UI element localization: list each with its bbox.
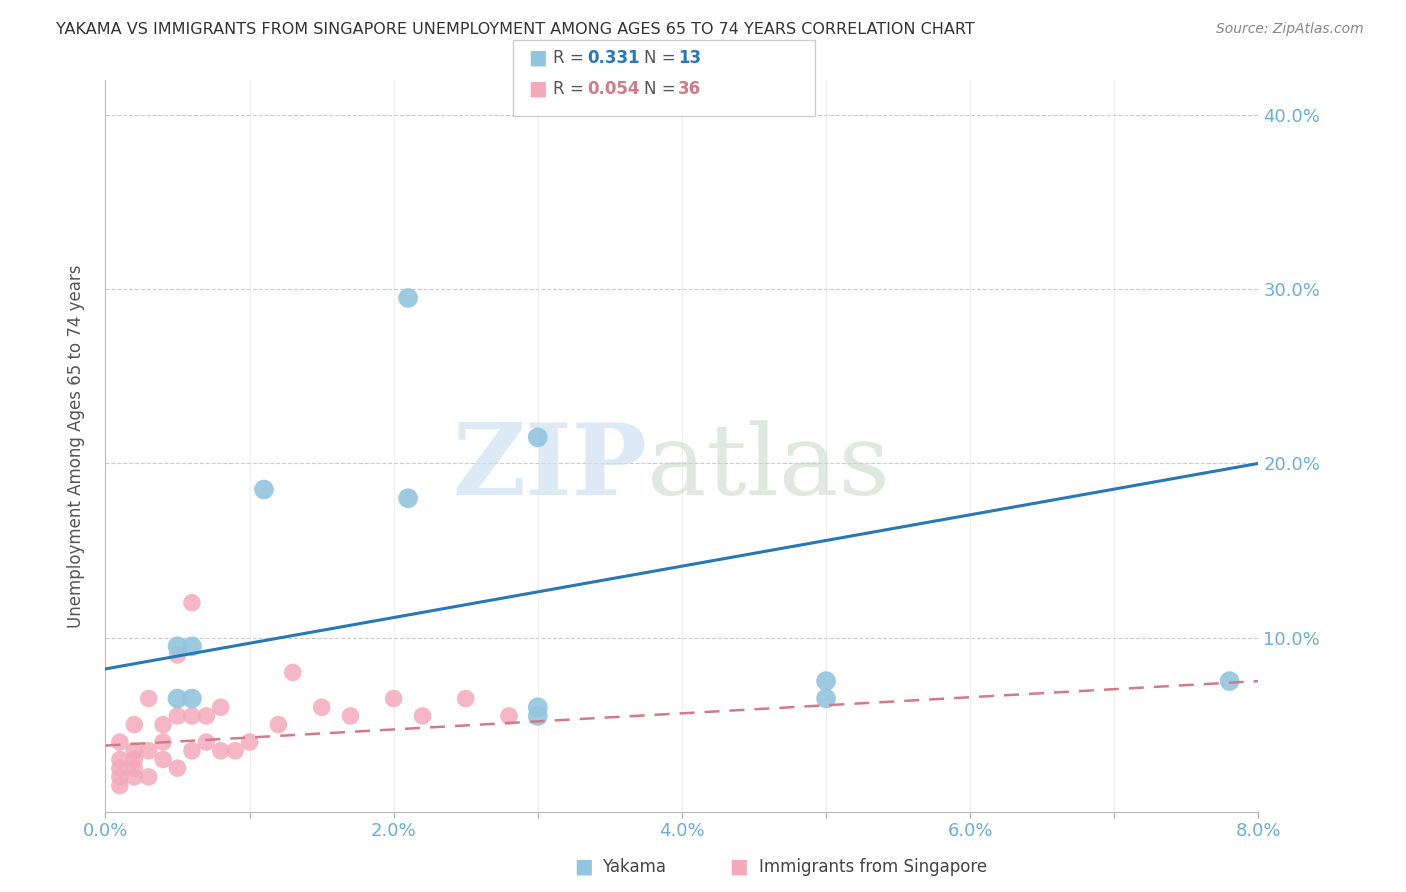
Point <box>526 700 548 714</box>
Point <box>181 691 204 706</box>
Point <box>526 430 548 444</box>
Text: N =: N = <box>644 49 681 67</box>
Point <box>166 691 188 706</box>
Point <box>108 735 131 749</box>
Point <box>124 770 146 784</box>
Point <box>382 691 405 706</box>
Point <box>166 640 188 654</box>
Point <box>152 735 174 749</box>
Point <box>166 761 188 775</box>
Point <box>209 700 232 714</box>
Point <box>124 744 146 758</box>
Point <box>396 491 419 506</box>
Text: 36: 36 <box>678 80 700 98</box>
Point <box>412 709 434 723</box>
Point <box>526 709 548 723</box>
Point <box>138 744 160 758</box>
Text: ZIP: ZIP <box>453 419 647 516</box>
Point <box>195 735 218 749</box>
Point <box>815 691 838 706</box>
Point <box>138 691 160 706</box>
Point <box>209 744 232 758</box>
Text: ▪: ▪ <box>527 75 548 103</box>
Point <box>239 735 262 749</box>
Point <box>815 674 838 689</box>
Point <box>152 752 174 766</box>
Text: R =: R = <box>553 49 589 67</box>
Point <box>224 744 246 758</box>
Point <box>195 709 218 723</box>
Point <box>138 770 160 784</box>
Point <box>311 700 333 714</box>
Text: R =: R = <box>553 80 589 98</box>
Point <box>339 709 361 723</box>
Point <box>281 665 304 680</box>
Text: ▪: ▪ <box>527 44 548 72</box>
Text: YAKAMA VS IMMIGRANTS FROM SINGAPORE UNEMPLOYMENT AMONG AGES 65 TO 74 YEARS CORRE: YAKAMA VS IMMIGRANTS FROM SINGAPORE UNEM… <box>56 22 974 37</box>
Point <box>166 709 188 723</box>
Point <box>454 691 477 706</box>
Text: ▪: ▪ <box>728 853 748 881</box>
Point <box>108 770 131 784</box>
Text: Source: ZipAtlas.com: Source: ZipAtlas.com <box>1216 22 1364 37</box>
Point <box>152 717 174 731</box>
Text: atlas: atlas <box>647 420 890 516</box>
Text: 0.331: 0.331 <box>588 49 640 67</box>
Point <box>498 709 520 723</box>
Point <box>181 709 204 723</box>
Point <box>124 752 146 766</box>
Point <box>267 717 290 731</box>
Text: N =: N = <box>644 80 681 98</box>
Text: 0.054: 0.054 <box>588 80 640 98</box>
Point <box>124 761 146 775</box>
Point <box>181 640 204 654</box>
Point <box>181 596 204 610</box>
Point <box>166 648 188 662</box>
Text: ▪: ▪ <box>574 853 593 881</box>
Text: Immigrants from Singapore: Immigrants from Singapore <box>759 858 987 876</box>
Point <box>396 291 419 305</box>
Point <box>108 779 131 793</box>
Text: 13: 13 <box>678 49 700 67</box>
Point <box>253 483 276 497</box>
Text: Yakama: Yakama <box>602 858 666 876</box>
Point <box>124 717 146 731</box>
Point <box>108 752 131 766</box>
Point <box>108 761 131 775</box>
Point <box>1218 674 1241 689</box>
Point <box>181 744 204 758</box>
Y-axis label: Unemployment Among Ages 65 to 74 years: Unemployment Among Ages 65 to 74 years <box>66 264 84 628</box>
